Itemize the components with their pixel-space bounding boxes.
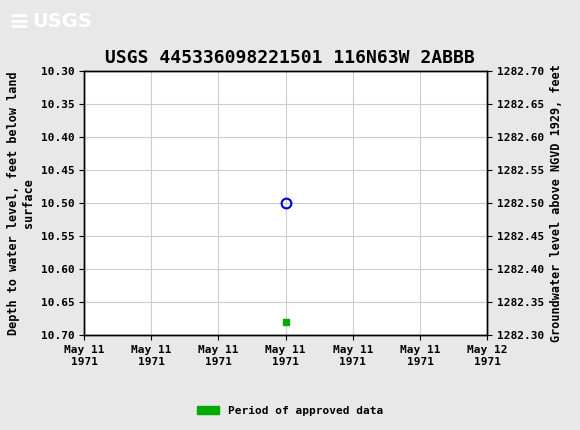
Y-axis label: Depth to water level, feet below land
surface: Depth to water level, feet below land su… — [7, 71, 35, 335]
Text: ≡: ≡ — [9, 9, 30, 34]
Text: USGS 445336098221501 116N63W 2ABBB: USGS 445336098221501 116N63W 2ABBB — [105, 49, 475, 67]
Y-axis label: Groundwater level above NGVD 1929, feet: Groundwater level above NGVD 1929, feet — [550, 64, 563, 342]
Text: USGS: USGS — [32, 12, 92, 31]
Legend: Period of approved data: Period of approved data — [193, 401, 387, 420]
